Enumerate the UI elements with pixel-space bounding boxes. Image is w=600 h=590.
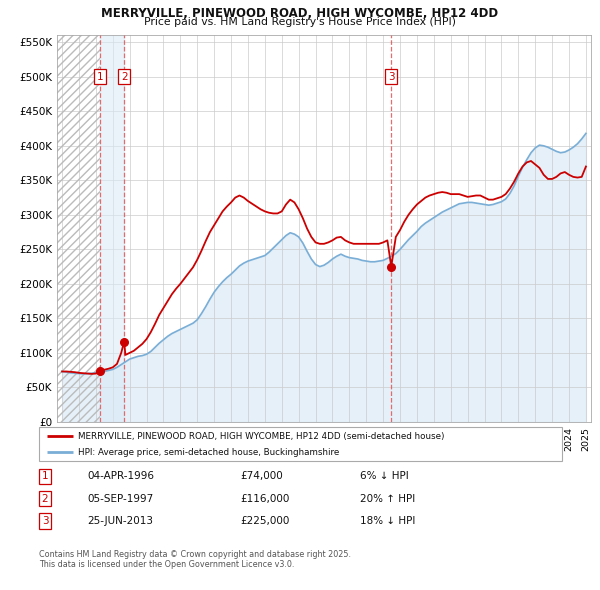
Text: 04-APR-1996: 04-APR-1996 — [87, 471, 154, 481]
Text: MERRYVILLE, PINEWOOD ROAD, HIGH WYCOMBE, HP12 4DD (semi-detached house): MERRYVILLE, PINEWOOD ROAD, HIGH WYCOMBE,… — [78, 432, 445, 441]
Text: 20% ↑ HPI: 20% ↑ HPI — [360, 494, 415, 503]
FancyBboxPatch shape — [39, 427, 562, 461]
Text: 6% ↓ HPI: 6% ↓ HPI — [360, 471, 409, 481]
Text: 1: 1 — [97, 72, 103, 82]
Text: £74,000: £74,000 — [240, 471, 283, 481]
Text: 2: 2 — [41, 494, 49, 503]
Text: MERRYVILLE, PINEWOOD ROAD, HIGH WYCOMBE, HP12 4DD: MERRYVILLE, PINEWOOD ROAD, HIGH WYCOMBE,… — [101, 7, 499, 20]
Text: £225,000: £225,000 — [240, 516, 289, 526]
Text: £116,000: £116,000 — [240, 494, 289, 503]
Text: 18% ↓ HPI: 18% ↓ HPI — [360, 516, 415, 526]
Text: Price paid vs. HM Land Registry's House Price Index (HPI): Price paid vs. HM Land Registry's House … — [144, 17, 456, 27]
Bar — [100, 35, 124, 422]
Text: 25-JUN-2013: 25-JUN-2013 — [87, 516, 153, 526]
Text: 3: 3 — [388, 72, 395, 82]
Text: 3: 3 — [41, 516, 49, 526]
Text: Contains HM Land Registry data © Crown copyright and database right 2025.
This d: Contains HM Land Registry data © Crown c… — [39, 550, 351, 569]
Text: 2: 2 — [121, 72, 127, 82]
Text: HPI: Average price, semi-detached house, Buckinghamshire: HPI: Average price, semi-detached house,… — [78, 448, 340, 457]
Text: 05-SEP-1997: 05-SEP-1997 — [87, 494, 153, 503]
Text: 1: 1 — [41, 471, 49, 481]
